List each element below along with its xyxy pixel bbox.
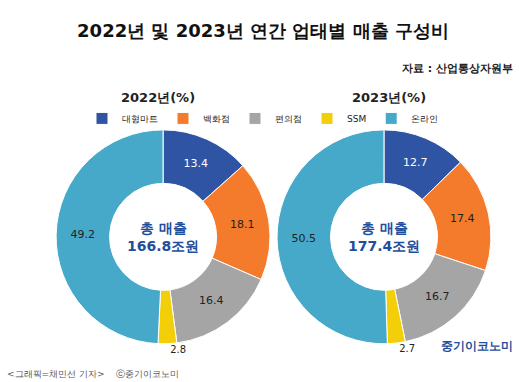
svg-text:2022년 및 2023년 연간 업태별 매출 구성비: 2022년 및 2023년 연간 업태별 매출 구성비 [77, 20, 449, 41]
svg-text:SSM: SSM [347, 114, 366, 124]
svg-text:총 매출166.8조원: 총 매출166.8조원 [127, 220, 199, 254]
svg-text:18.1: 18.1 [230, 218, 255, 231]
svg-text:2.8: 2.8 [170, 344, 186, 355]
svg-text:자료 : 산업통상자원부: 자료 : 산업통상자원부 [402, 62, 513, 75]
svg-text:백화점: 백화점 [203, 114, 230, 124]
svg-text:13.4: 13.4 [184, 157, 209, 170]
svg-text:중기이코노미: 중기이코노미 [441, 339, 513, 353]
svg-text:<그래픽=채민선 기자> ⓒ중기이코노미: <그래픽=채민선 기자> ⓒ중기이코노미 [7, 369, 179, 379]
svg-text:편의점: 편의점 [275, 114, 302, 124]
svg-text:16.7: 16.7 [425, 290, 450, 303]
svg-text:50.5: 50.5 [292, 232, 317, 245]
svg-text:2022년(%): 2022년(%) [121, 90, 195, 105]
svg-text:2023년(%): 2023년(%) [352, 90, 426, 105]
svg-text:16.4: 16.4 [199, 294, 224, 307]
svg-text:총 매출177.4조원: 총 매출177.4조원 [348, 220, 420, 254]
svg-text:온라인: 온라인 [411, 114, 438, 124]
svg-text:2.7: 2.7 [399, 343, 415, 354]
svg-text:대형마트: 대형마트 [122, 114, 158, 124]
svg-text:12.7: 12.7 [403, 156, 428, 169]
svg-text:49.2: 49.2 [71, 228, 96, 241]
svg-text:17.4: 17.4 [450, 212, 475, 225]
